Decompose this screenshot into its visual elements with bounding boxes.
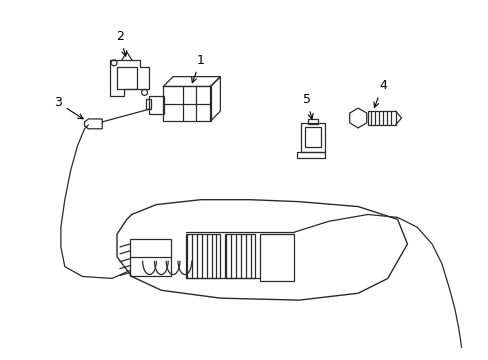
Bar [185, 234, 220, 278]
Bar [367, 111, 395, 125]
Text: 2: 2 [116, 30, 126, 56]
Text: 3: 3 [54, 96, 83, 119]
Bar [145, 99, 151, 109]
Text: 5: 5 [303, 93, 312, 119]
Text: 4: 4 [373, 80, 386, 107]
Bar [225, 234, 254, 278]
Polygon shape [117, 200, 407, 300]
Bar [301, 123, 324, 152]
Bar [163, 86, 210, 121]
Bar [305, 127, 320, 147]
Bar [259, 234, 294, 282]
Bar [149, 96, 164, 114]
Bar [129, 239, 171, 276]
Bar [307, 119, 317, 124]
Text: 1: 1 [191, 54, 204, 83]
